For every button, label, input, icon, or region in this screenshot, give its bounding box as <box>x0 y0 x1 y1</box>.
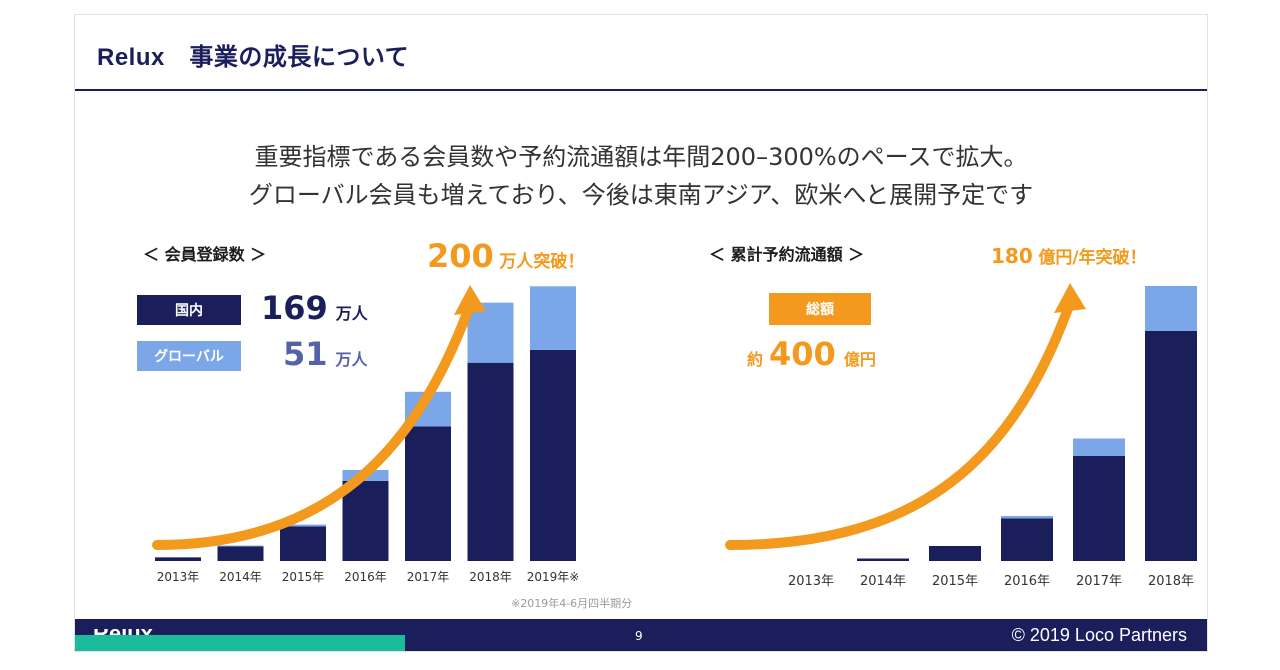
chart1-x-tick-label: 2014年 <box>219 570 262 584</box>
total-prefix: 約 <box>747 350 764 369</box>
chart1-x-tick-label: 2017年 <box>407 570 450 584</box>
chart1-bar-top-6 <box>530 286 576 350</box>
chart2-bar-top-4 <box>1073 438 1125 456</box>
bookings-callout-text: 億円/年突破！ <box>1038 248 1147 268</box>
members-callout-text: 万人突破！ <box>499 252 585 272</box>
chart2-bar-base-4 <box>1073 456 1125 561</box>
legend-global-box: グローバル <box>137 341 241 371</box>
chart1-bar-top-1 <box>217 545 264 547</box>
bookings-callout-number: 180 <box>991 244 1033 268</box>
footer-accent-bar <box>75 635 405 651</box>
bookings-callout: 180 億円/年突破！ <box>991 243 1147 268</box>
chart2-bar-base-1 <box>857 558 909 561</box>
chart1-bar-base-5 <box>467 362 514 561</box>
chart2-bar-base-5 <box>1145 331 1197 561</box>
legend-domestic-box: 国内 <box>137 295 241 325</box>
chart2-x-tick-label: 2013年 <box>788 574 834 589</box>
chart2-bar-base-3 <box>1001 518 1053 561</box>
chart2-x-tick-label: 2015年 <box>932 574 978 589</box>
lead-line-2: グローバル会員も増えており、今後は東南アジア、欧米へと展開予定です <box>248 181 1034 209</box>
total-number: 400 <box>769 335 836 373</box>
total-box: 総額 <box>769 293 871 325</box>
total-label: 総額 <box>806 302 834 318</box>
chart1-x-tick-label: 2013年 <box>157 570 200 584</box>
copyright: © 2019 Loco Partners <box>1011 625 1187 645</box>
chart1-x-tick-label: 2015年 <box>282 570 325 584</box>
slide-title: Relux 事業の成長について <box>97 44 410 71</box>
chart1-trend-arrow-line <box>152 300 475 550</box>
members-callout: 200 万人突破！ <box>427 237 584 275</box>
chart1-bar-top-5 <box>467 302 514 363</box>
total-value: 約 400 億円 <box>747 335 876 373</box>
members-footnote: ※2019年4-6月四半期分 <box>511 597 633 610</box>
charts-canvas: 2013年 2014年 2015年 2016年 2017年 2018年 2019年※ 2013… <box>152 283 1197 589</box>
chart1-bar-base-1 <box>217 546 264 561</box>
legend-domestic-number: 169 <box>261 289 328 327</box>
legend-global-label: グローバル <box>154 349 224 365</box>
legend-global-value: 51 万人 <box>283 335 368 373</box>
chart1-x-tick-label: 2018年 <box>469 570 512 584</box>
members-heading: ＜ 会員登録数 ＞ <box>143 245 267 264</box>
chart1-x-tick-label: 2016年 <box>344 570 387 584</box>
members-callout-number: 200 <box>427 237 494 275</box>
legend-domestic-label: 国内 <box>175 303 203 319</box>
legend-global-unit: 万人 <box>335 350 368 369</box>
title-rule <box>75 89 1207 91</box>
legend-global-number: 51 <box>283 335 328 373</box>
total-unit: 億円 <box>843 350 876 369</box>
chart2-bar-top-3 <box>1001 516 1053 519</box>
chart2-x-tick-label: 2014年 <box>860 574 906 589</box>
chart1-trend-arrow-head <box>454 285 486 315</box>
chart2-trend-arrow-line <box>725 298 1075 550</box>
legend-domestic-value: 169 万人 <box>261 289 368 327</box>
footer-logo: Relux <box>93 629 153 639</box>
chart1-x-tick-label: 2019年※ <box>527 570 580 584</box>
chart2-x-tick-label: 2016年 <box>1004 574 1050 589</box>
chart2-bar-base-2 <box>929 546 981 561</box>
bookings-heading: ＜ 累計予約流通額 ＞ <box>709 245 865 264</box>
slide: Relux 事業の成長について 重要指標である会員数や予約流通額は年間200–3… <box>74 14 1208 652</box>
chart2-x-tick-label: 2018年 <box>1148 574 1194 589</box>
chart2-bar-top-5 <box>1145 286 1197 331</box>
legend-domestic-unit: 万人 <box>335 304 368 323</box>
chart2-x-tick-label: 2017年 <box>1076 574 1122 589</box>
footer-bar: Relux 9 © 2019 Loco Partners <box>75 619 1207 651</box>
chart2-trend-arrow-head <box>1054 283 1086 313</box>
chart1-bar-base-6 <box>530 349 576 561</box>
lead-line-1: 重要指標である会員数や予約流通額は年間200–300%のペースで拡大。 <box>254 143 1028 171</box>
chart1-bar-base-0 <box>155 557 201 561</box>
chart1-bar-base-4 <box>405 426 451 561</box>
page-number: 9 <box>635 629 643 643</box>
chart1-bar-base-2 <box>280 526 326 561</box>
chart1-bar-top-2 <box>280 524 326 527</box>
chart1-bar-base-3 <box>342 480 389 561</box>
